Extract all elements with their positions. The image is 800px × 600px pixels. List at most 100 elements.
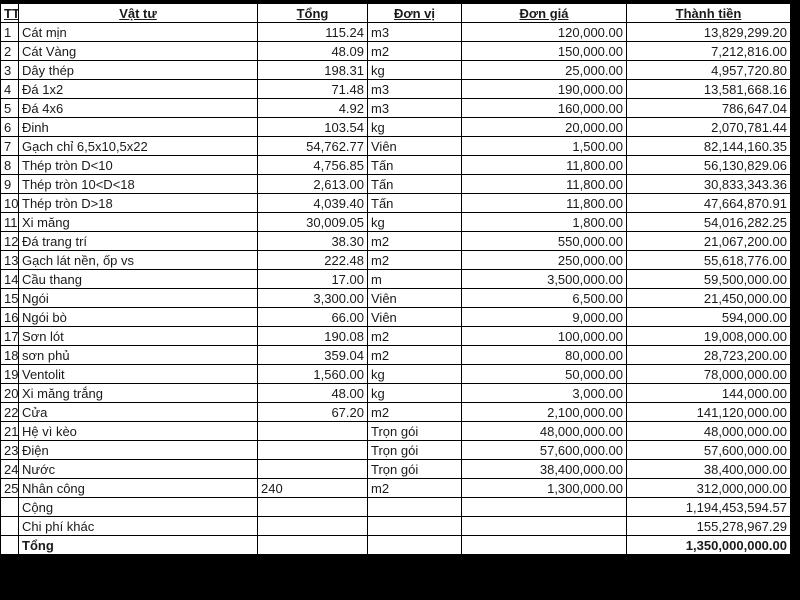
cell-tt: 6 <box>0 117 19 137</box>
cell-don-vi: kg <box>367 383 462 403</box>
cell-don-gia: 160,000.00 <box>461 98 627 118</box>
cell-thanh-tien: 21,067,200.00 <box>626 231 791 251</box>
table-row: 4 Đá 1x2 71.48 m3 190,000.00 13,581,668.16 <box>0 79 791 99</box>
cell-tt <box>0 497 19 517</box>
cell-vat-tu: Cát mịn <box>18 22 258 42</box>
cell-vat-tu: Dây thép <box>18 60 258 80</box>
cell-don-vi: kg <box>367 212 462 232</box>
cell-tong: 71.48 <box>257 79 368 99</box>
cell-thanh-tien: 38,400,000.00 <box>626 459 791 479</box>
cell-don-gia <box>461 497 627 517</box>
cell-don-gia: 550,000.00 <box>461 231 627 251</box>
cell-don-gia: 9,000.00 <box>461 307 627 327</box>
cell-thanh-tien: 48,000,000.00 <box>626 421 791 441</box>
header-row: TT Vật tư Tổng Đơn vị Đơn giá Thành tiền <box>0 3 791 23</box>
cell-thanh-tien: 47,664,870.91 <box>626 193 791 213</box>
cell-tt: 21 <box>0 421 19 441</box>
cell-tong: 198.31 <box>257 60 368 80</box>
cell-vat-tu: Gạch lát nền, ốp vs <box>18 250 258 270</box>
table-row: 1 Cát mịn 115.24 m3 120,000.00 13,829,299.20 <box>0 22 791 42</box>
cell-tt: 4 <box>0 79 19 99</box>
cell-tt: 19 <box>0 364 19 384</box>
cell-don-gia: 190,000.00 <box>461 79 627 99</box>
cell-tong: 1,560.00 <box>257 364 368 384</box>
cell-don-gia: 80,000.00 <box>461 345 627 365</box>
cell-tong: 359.04 <box>257 345 368 365</box>
cell-vat-tu: Cộng <box>18 497 258 517</box>
cell-tt: 8 <box>0 155 19 175</box>
header-tt: TT <box>0 3 19 23</box>
cell-tong: 4,039.40 <box>257 193 368 213</box>
cell-don-vi: kg <box>367 117 462 137</box>
cell-vat-tu: Nước <box>18 459 258 479</box>
cell-tong: 3,300.00 <box>257 288 368 308</box>
cell-don-vi <box>367 497 462 517</box>
cell-vat-tu: Đá 4x6 <box>18 98 258 118</box>
cell-don-vi: m <box>367 269 462 289</box>
cell-don-vi: m2 <box>367 326 462 346</box>
table-row: 17 Sơn lót 190.08 m2 100,000.00 19,008,000.00 <box>0 326 791 346</box>
cell-tong: 38.30 <box>257 231 368 251</box>
cell-thanh-tien: 1,350,000,000.00 <box>626 535 791 555</box>
cell-vat-tu: Đinh <box>18 117 258 137</box>
table-row: 9 Thép tròn 10<D<18 2,613.00 Tấn 11,800.00 30… <box>0 174 791 194</box>
cell-vat-tu: Ngói <box>18 288 258 308</box>
cell-don-gia: 48,000,000.00 <box>461 421 627 441</box>
cell-tt: 17 <box>0 326 19 346</box>
table-row: 6 Đinh 103.54 kg 20,000.00 2,070,781.44 <box>0 117 791 137</box>
cell-vat-tu: Sơn lót <box>18 326 258 346</box>
cell-thanh-tien: 144,000.00 <box>626 383 791 403</box>
cell-don-gia: 57,600,000.00 <box>461 440 627 460</box>
cell-vat-tu: Xi măng <box>18 212 258 232</box>
table-row: 5 Đá 4x6 4.92 m3 160,000.00 786,647.04 <box>0 98 791 118</box>
cell-tong <box>257 497 368 517</box>
cell-don-gia: 38,400,000.00 <box>461 459 627 479</box>
table-row: 18 sơn phủ 359.04 m2 80,000.00 28,723,200.00 <box>0 345 791 365</box>
table-row: 11 Xi măng 30,009.05 kg 1,800.00 54,016,282.2… <box>0 212 791 232</box>
cell-don-gia: 3,500,000.00 <box>461 269 627 289</box>
cell-tt: 16 <box>0 307 19 327</box>
cell-tong: 190.08 <box>257 326 368 346</box>
cell-tt: 1 <box>0 22 19 42</box>
table-row: 21 Hệ vì kèo Trọn gói 48,000,000.00 48,000,0… <box>0 421 791 441</box>
cell-thanh-tien: 78,000,000.00 <box>626 364 791 384</box>
cell-tong <box>257 440 368 460</box>
cell-tong: 54,762.77 <box>257 136 368 156</box>
cell-thanh-tien: 19,008,000.00 <box>626 326 791 346</box>
cell-vat-tu: Ventolit <box>18 364 258 384</box>
cell-tt: 13 <box>0 250 19 270</box>
cell-don-vi: m2 <box>367 402 462 422</box>
cell-tong: 115.24 <box>257 22 368 42</box>
cell-thanh-tien: 786,647.04 <box>626 98 791 118</box>
header-don-gia: Đơn giá <box>461 3 627 23</box>
cell-don-vi: Viên <box>367 136 462 156</box>
cell-vat-tu: Thép tròn D>18 <box>18 193 258 213</box>
cell-thanh-tien: 28,723,200.00 <box>626 345 791 365</box>
cell-tong: 66.00 <box>257 307 368 327</box>
cell-don-gia: 11,800.00 <box>461 174 627 194</box>
cell-don-vi: Tấn <box>367 193 462 213</box>
cell-thanh-tien: 1,194,453,594.57 <box>626 497 791 517</box>
cell-tong: 48.09 <box>257 41 368 61</box>
header-tong: Tổng <box>257 3 368 23</box>
cell-tt: 15 <box>0 288 19 308</box>
header-don-vi: Đơn vị <box>367 3 462 23</box>
cell-vat-tu: Đá trang trí <box>18 231 258 251</box>
cell-don-gia: 2,100,000.00 <box>461 402 627 422</box>
cell-don-vi: m2 <box>367 250 462 270</box>
cell-don-vi: m2 <box>367 345 462 365</box>
table-body: 1 Cát mịn 115.24 m3 120,000.00 13,829,299.20 2… <box>0 22 791 555</box>
cell-tt: 24 <box>0 459 19 479</box>
cell-vat-tu: Cửa <box>18 402 258 422</box>
cell-tt: 11 <box>0 212 19 232</box>
cell-don-gia: 250,000.00 <box>461 250 627 270</box>
cell-don-vi: Trọn gói <box>367 421 462 441</box>
cell-tong: 4,756.85 <box>257 155 368 175</box>
cell-vat-tu: Ngói bò <box>18 307 258 327</box>
table-row: 15 Ngói 3,300.00 Viên 6,500.00 21,450,000.00 <box>0 288 791 308</box>
table-row: Chi phí khác 155,278,967.29 <box>0 516 791 536</box>
cell-thanh-tien: 7,212,816.00 <box>626 41 791 61</box>
cell-tt: 20 <box>0 383 19 403</box>
cell-don-vi: kg <box>367 60 462 80</box>
header-thanh-tien: Thành tiền <box>626 3 791 23</box>
